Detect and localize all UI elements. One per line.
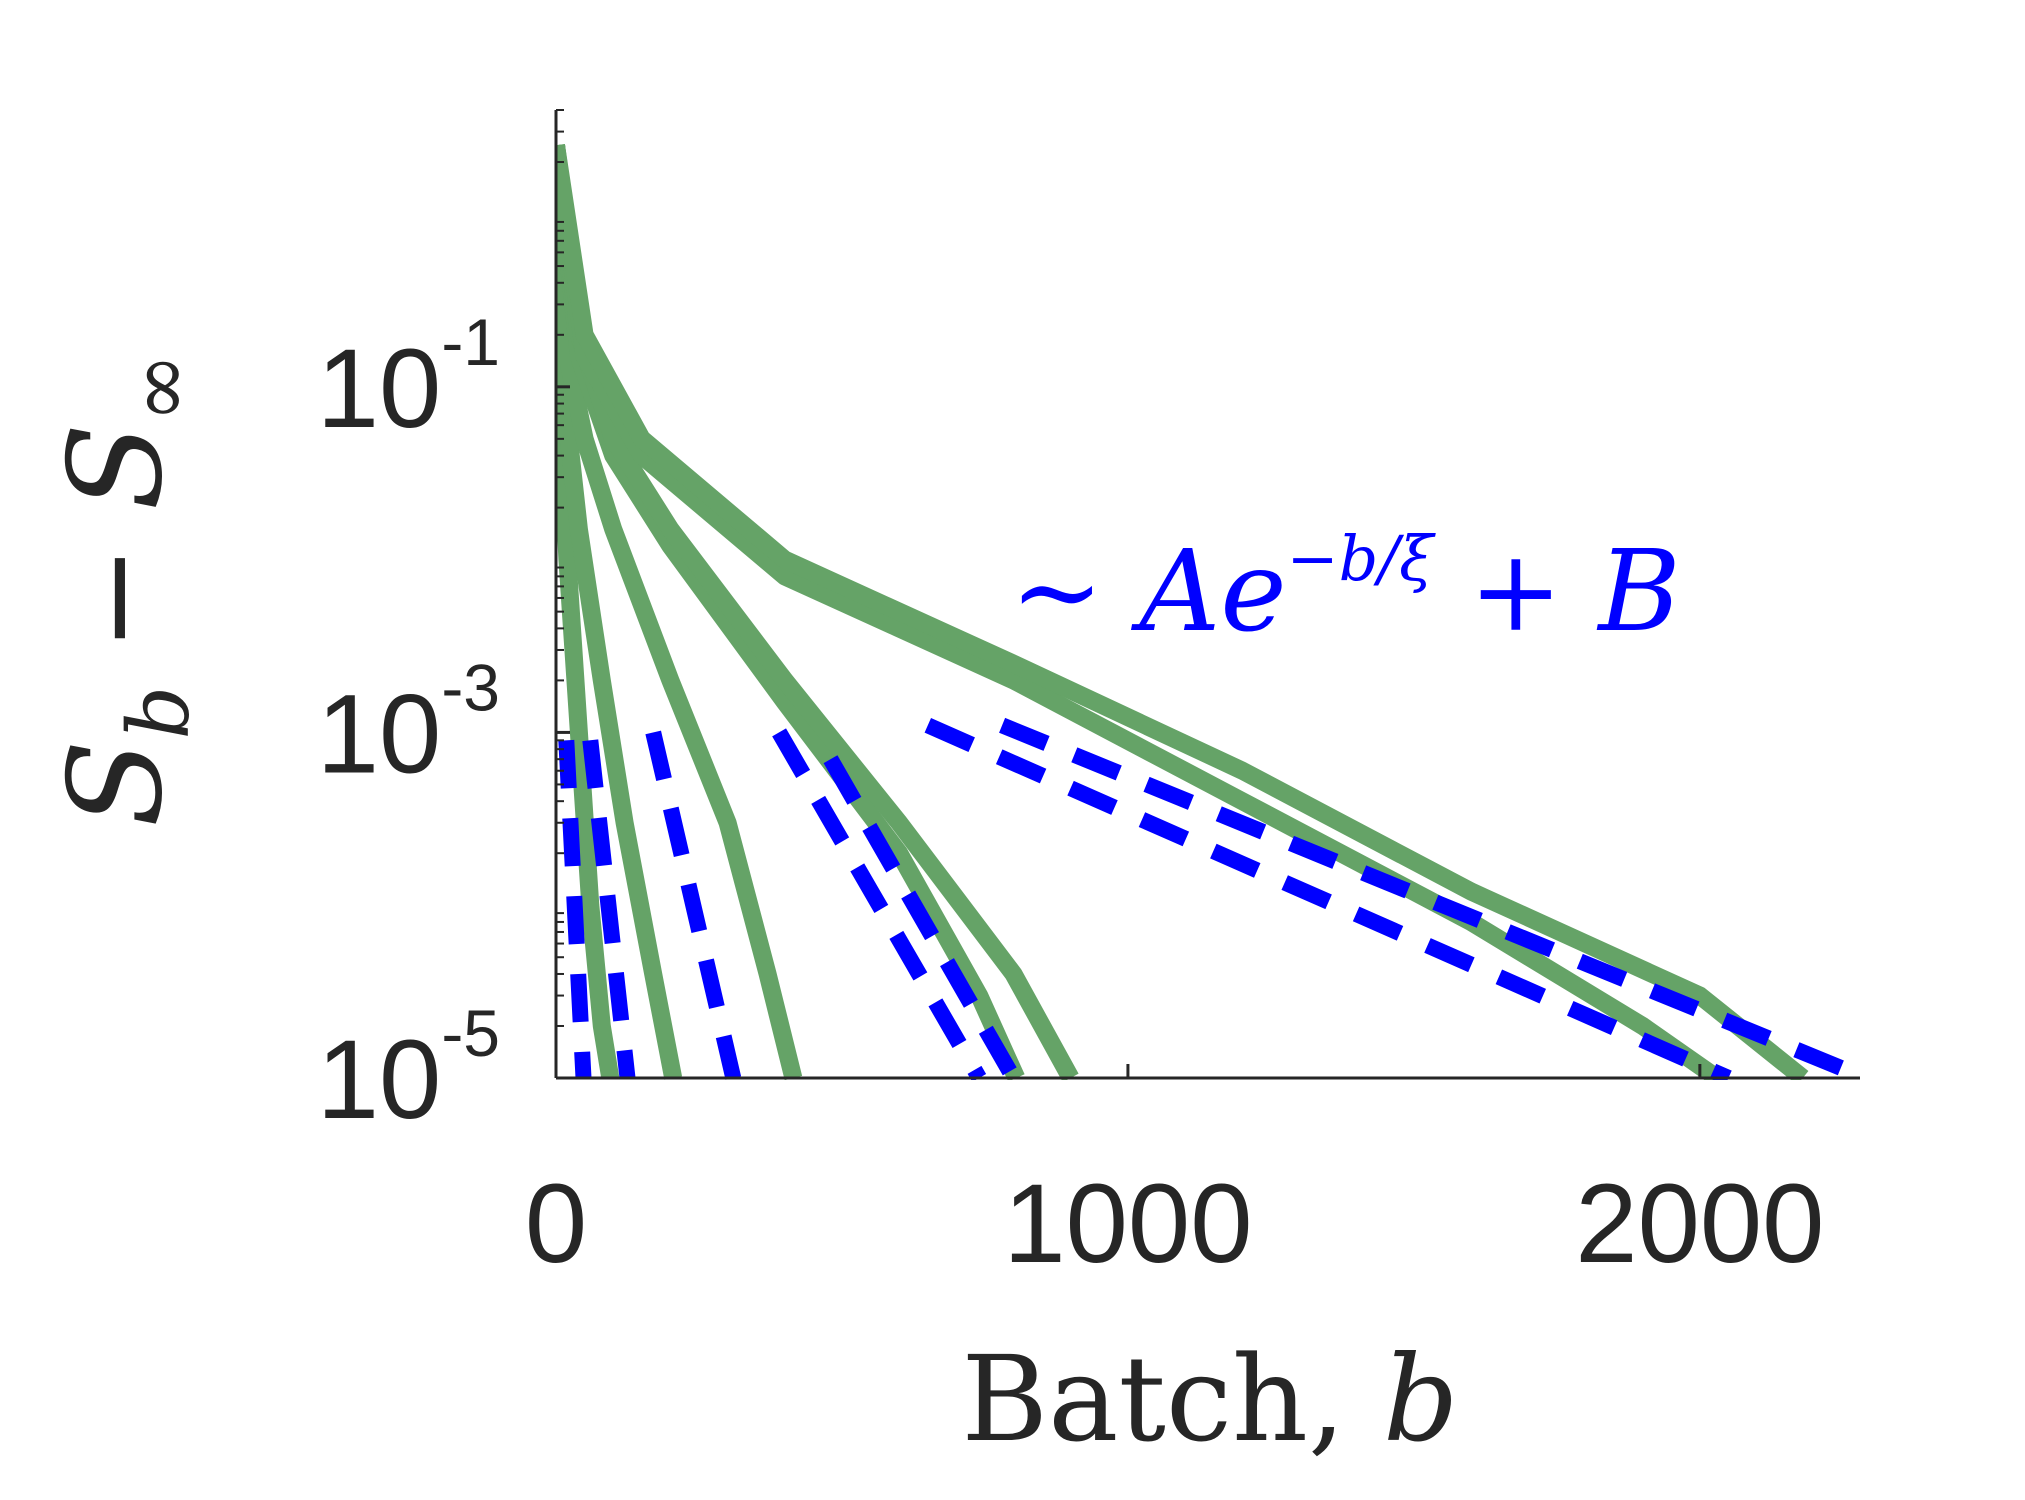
- x-axis-label: Batch, b: [961, 1330, 1458, 1468]
- fit-line-4: [772, 728, 987, 1080]
- fit-line-1: [558, 739, 592, 1079]
- y-tick-exponent-3: -5: [441, 996, 500, 1070]
- annot-exponent: −b/ξ: [1287, 522, 1437, 595]
- y-tick-base-1: 10: [317, 326, 442, 451]
- x-tick-label-2: 1000: [1003, 1161, 1252, 1286]
- annot-tilde: ∼: [1010, 527, 1139, 657]
- data-series-layer: [556, 143, 1809, 1080]
- data-series-line-6: [556, 144, 1723, 1080]
- y-tick-label-1: 10-1: [317, 305, 500, 451]
- annot-e: e: [1220, 527, 1286, 657]
- fit-line-6: [924, 717, 1732, 1080]
- data-series-line-5: [556, 144, 1079, 1080]
- data-series-line-3: [556, 144, 803, 1080]
- y-label-inf-sub: ∞: [110, 353, 208, 423]
- y-label-s2: S: [42, 423, 191, 511]
- y-tick-base-2: 10: [317, 671, 442, 796]
- annot-b: B: [1596, 527, 1680, 657]
- x-axis-label-var: b: [1383, 1330, 1459, 1468]
- annot-a: A: [1130, 527, 1220, 657]
- y-label-minus: −: [42, 544, 191, 651]
- fit-line-2: [582, 739, 636, 1079]
- data-series-line-4: [556, 144, 1025, 1080]
- fit-line-3: [645, 730, 742, 1080]
- y-tick-exponent-2: -3: [441, 650, 500, 724]
- y-label-s: S: [42, 740, 191, 828]
- fit-series-layer: [558, 717, 1869, 1080]
- x-axis-label-text: Batch,: [961, 1330, 1383, 1468]
- y-axis-label: Sb−S∞: [42, 353, 208, 827]
- y-tick-label-3: 10-5: [317, 996, 500, 1142]
- x-tick-label-3: 2000: [1575, 1161, 1824, 1286]
- y-tick-exponent-1: -1: [441, 305, 500, 379]
- annot-plus: +: [1433, 527, 1598, 657]
- y-tick-base-3: 10: [317, 1017, 442, 1142]
- tick-marks: [554, 109, 1702, 1080]
- fit-line-5: [823, 755, 1021, 1080]
- data-series-line-7: [556, 143, 1809, 1080]
- y-label-b-sub: b: [110, 686, 208, 740]
- y-tick-label-2: 10-3: [317, 650, 500, 796]
- x-tick-label-1: 0: [525, 1161, 587, 1286]
- fit-annotation: ∼ Ae−b/ξ + B: [1010, 522, 1681, 657]
